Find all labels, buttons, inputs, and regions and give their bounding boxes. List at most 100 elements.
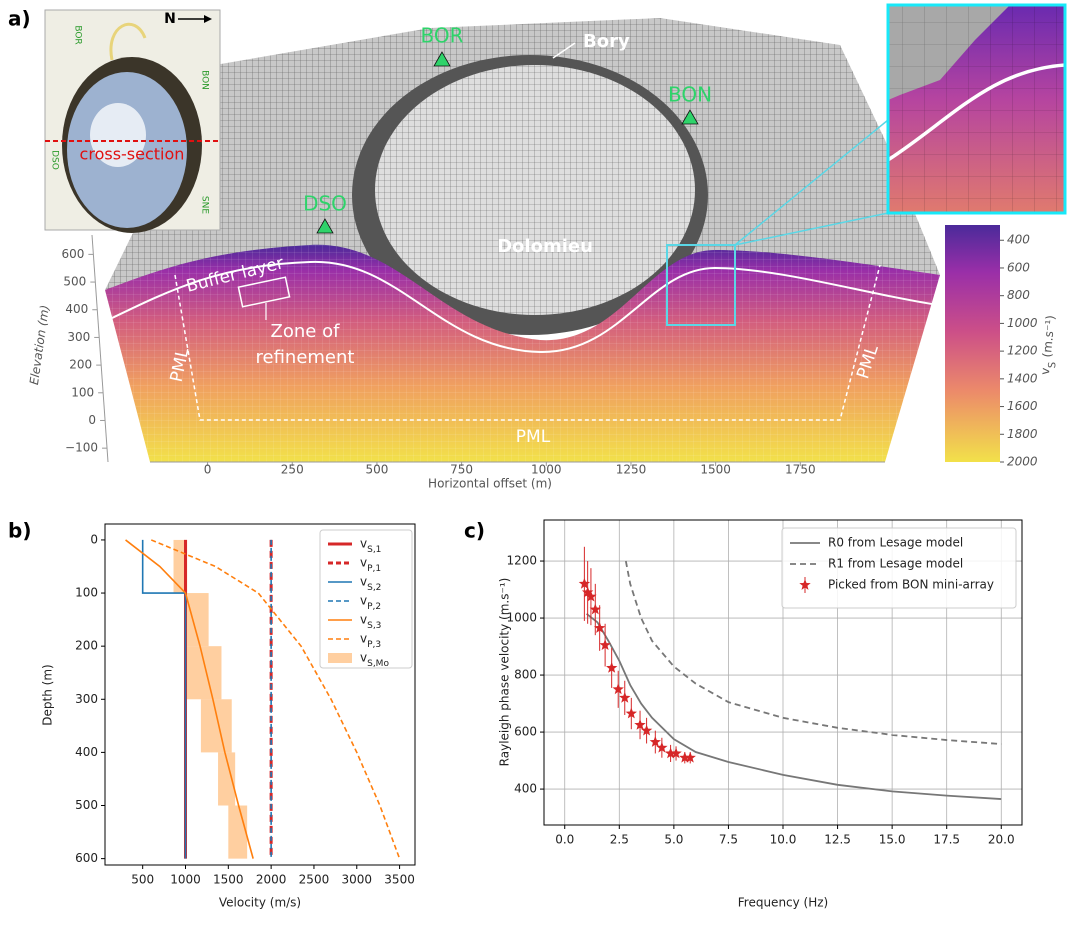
colorbar-tick-label: 400 (1007, 233, 1030, 247)
face-mesh (105, 244, 940, 462)
x-tick-label: 15.0 (879, 833, 906, 847)
north-label: N (164, 11, 176, 27)
x-axis-title: Frequency (Hz) (738, 896, 829, 910)
y-tick-label: −100 (65, 441, 98, 455)
x-tick-label: 1500 (213, 873, 244, 887)
y-axis-line (91, 234, 109, 463)
y-tick-label: 600 (61, 247, 84, 261)
legend-box (319, 529, 413, 669)
picked-point (679, 751, 691, 763)
picked-point (640, 724, 653, 736)
legend-subscript: P,1 (367, 564, 381, 574)
range-band (185, 646, 222, 700)
x-tick-label: 2.5 (610, 833, 629, 847)
y-tick-label: 600 (75, 851, 98, 865)
zoom-inset (888, 5, 1065, 213)
legend-swatch (328, 653, 352, 663)
colorbar (945, 225, 1000, 462)
x-tick-label: 5.0 (664, 833, 683, 847)
legend-subscript: S,3 (367, 621, 381, 631)
plot-frame (104, 523, 416, 866)
picked-point (589, 603, 601, 615)
x-tick-label: 3500 (384, 873, 415, 887)
zoom-box (666, 244, 736, 326)
dispersion-curve (624, 560, 1002, 745)
x-tick-label: 3000 (341, 873, 372, 887)
y-tick-label: 500 (63, 275, 86, 289)
map-station: DSO (50, 150, 60, 170)
legend-subscript: P,3 (367, 640, 381, 650)
y-axis-title: Elevation (m) (27, 304, 52, 386)
picked-point (578, 577, 591, 589)
pml-boundary (174, 264, 881, 421)
x-tick-label: 17.5 (933, 833, 960, 847)
x-tick-label: 2500 (299, 873, 330, 887)
zoom-mesh (888, 5, 1065, 213)
picked-point (581, 586, 594, 598)
y-tick-label: 100 (75, 586, 98, 600)
refinement-box (237, 276, 291, 308)
legend-subscript: P,2 (367, 602, 381, 612)
station-label: BOR (420, 24, 463, 48)
x-tick-label: 20.0 (988, 833, 1015, 847)
range-band (228, 805, 248, 859)
colorbar-tick-label: 800 (1007, 288, 1030, 302)
legend-swatch (799, 579, 811, 590)
station-label: BON (668, 83, 712, 107)
station-marker (681, 109, 699, 125)
zoom-buffer-line (888, 63, 1065, 162)
picked-point (599, 639, 611, 650)
y-tick-label: 1200 (506, 554, 537, 568)
legend-box (781, 527, 1017, 609)
x-axis-title: Horizontal offset (m) (428, 477, 552, 491)
legend-label: R1 from Lesage model (828, 557, 963, 571)
summit-pointer (552, 42, 576, 59)
y-tick-label: 200 (69, 358, 92, 372)
inset-map: cross-section N BOR BON DSO SNE (44, 9, 221, 233)
range-band (218, 752, 236, 806)
legend-subscript: S,2 (367, 583, 381, 593)
y-tick-label: 300 (67, 330, 90, 344)
y-tick-label: 0 (88, 413, 96, 427)
refinement-label: Zone of (271, 321, 341, 342)
colorbar-tick-label: 1600 (1007, 399, 1038, 413)
x-tick-label: 0 (204, 463, 212, 477)
map-station: BON (200, 70, 210, 90)
colorbar-title-sub: S (1047, 361, 1059, 368)
y-tick-label: 300 (75, 692, 98, 706)
y-tick-label: 1000 (506, 611, 537, 625)
picked-point (625, 707, 637, 719)
crater-mesh (375, 65, 695, 315)
colorbar-tick-label: 1000 (1007, 316, 1038, 330)
station-label: DSO (303, 192, 347, 216)
x-tick-label: 1750 (785, 463, 816, 477)
section-label: cross-section (80, 145, 185, 164)
plot-frame (543, 519, 1023, 826)
refinement-label: refinement (256, 347, 355, 368)
y-tick-label: 400 (75, 745, 98, 759)
y-tick-label: 200 (75, 639, 98, 653)
pml-label: PML (516, 427, 551, 447)
y-tick-label: 800 (514, 668, 537, 682)
y-tick-label: 400 (514, 782, 537, 796)
velocity-line (125, 539, 254, 859)
x-tick-label: 12.5 (824, 833, 851, 847)
colorbar-title-unit: (m.s⁻¹) (1039, 315, 1057, 358)
x-tick-label: 10.0 (770, 833, 797, 847)
velocity-line (141, 539, 187, 859)
x-tick-label: 7.5 (719, 833, 738, 847)
x-axis-title: Velocity (m/s) (219, 896, 301, 910)
picked-point (619, 691, 631, 703)
map-station: BOR (73, 25, 83, 44)
x-tick-label: 500 (365, 463, 388, 477)
picked-point (612, 683, 624, 695)
y-tick-label: 400 (65, 302, 88, 316)
x-tick-label: 750 (450, 463, 473, 477)
colorbar-tick-label: 1800 (1007, 427, 1038, 441)
crater-label: Dolomieu (497, 236, 593, 257)
picked-point (649, 736, 661, 747)
map-station: SNE (200, 196, 210, 214)
picked-point (670, 747, 682, 759)
x-tick-label: 1500 (700, 463, 731, 477)
